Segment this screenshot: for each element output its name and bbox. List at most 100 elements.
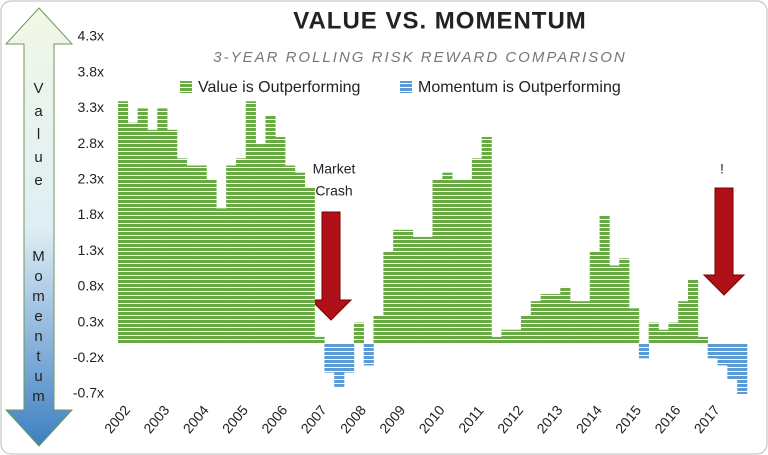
bar bbox=[167, 129, 178, 345]
bar bbox=[471, 158, 482, 345]
bar bbox=[530, 301, 541, 345]
bar bbox=[235, 158, 247, 345]
x-tick-label: 2008 bbox=[337, 402, 369, 436]
bar bbox=[294, 172, 306, 345]
bar bbox=[127, 122, 138, 345]
x-tick-label: 2011 bbox=[455, 402, 487, 436]
side-arrow bbox=[4, 7, 74, 447]
bar bbox=[442, 172, 453, 345]
bar bbox=[678, 301, 689, 345]
y-tick-label: 2.3x bbox=[78, 171, 104, 187]
x-tick-label: 2016 bbox=[651, 402, 683, 436]
bar bbox=[589, 251, 600, 345]
y-tick-label: 1.8x bbox=[78, 206, 104, 222]
bar bbox=[609, 265, 620, 345]
y-tick-label: 3.3x bbox=[78, 99, 104, 115]
bar bbox=[688, 279, 699, 345]
bar bbox=[540, 294, 551, 345]
bar bbox=[727, 344, 738, 380]
bar bbox=[550, 294, 561, 345]
bar bbox=[324, 344, 335, 373]
bar bbox=[226, 165, 237, 345]
bar bbox=[118, 101, 129, 345]
bar bbox=[157, 108, 168, 345]
bar bbox=[403, 229, 414, 345]
legend-label: Momentum is Outperforming bbox=[418, 79, 621, 96]
bar bbox=[658, 329, 669, 345]
bar bbox=[491, 336, 502, 345]
bar bbox=[579, 301, 591, 345]
bar bbox=[147, 129, 158, 345]
bar bbox=[314, 336, 325, 345]
bar bbox=[412, 236, 423, 345]
y-tick-label: 3.8x bbox=[78, 63, 104, 79]
bar bbox=[137, 108, 148, 345]
y-tick-label: -0.7x bbox=[73, 385, 104, 401]
bar bbox=[648, 322, 659, 345]
side-label: Value bbox=[30, 80, 47, 195]
x-tick-label: 2005 bbox=[219, 402, 251, 436]
x-tick-label: 2017 bbox=[691, 402, 723, 436]
chart-title: VALUE VS. MOMENTUM bbox=[293, 7, 587, 34]
bar bbox=[697, 336, 708, 345]
annotation: Crash bbox=[315, 183, 352, 199]
bar bbox=[176, 158, 188, 345]
bar bbox=[245, 101, 256, 345]
bar bbox=[511, 329, 522, 345]
x-tick-label: 2010 bbox=[415, 402, 447, 436]
bar bbox=[461, 179, 473, 345]
legend-label: Value is Outperforming bbox=[198, 79, 360, 96]
x-tick-label: 2007 bbox=[297, 402, 329, 436]
bar bbox=[186, 165, 197, 345]
legend-swatch bbox=[400, 81, 412, 93]
bar bbox=[520, 315, 532, 345]
x-tick-label: 2013 bbox=[533, 402, 565, 436]
bar bbox=[255, 144, 266, 345]
y-tick-label: 4.3x bbox=[78, 28, 104, 44]
y-tick-label: 0.8x bbox=[78, 278, 104, 294]
y-tick-label: 2.8x bbox=[78, 135, 104, 151]
bar bbox=[619, 258, 630, 345]
bar bbox=[393, 229, 404, 345]
y-tick-label: 0.3x bbox=[78, 313, 104, 329]
bar bbox=[196, 165, 207, 345]
bar bbox=[737, 344, 748, 394]
bar bbox=[383, 251, 394, 345]
bar bbox=[717, 344, 728, 366]
bar bbox=[560, 286, 571, 345]
x-tick-label: 2014 bbox=[573, 402, 605, 436]
bar bbox=[481, 136, 492, 345]
y-tick-label: -0.2x bbox=[73, 349, 104, 365]
bar bbox=[285, 165, 296, 345]
x-tick-label: 2009 bbox=[376, 402, 408, 436]
bar bbox=[265, 115, 276, 345]
y-tick-label: 1.3x bbox=[78, 242, 104, 258]
x-tick-label: 2003 bbox=[140, 402, 172, 436]
bar bbox=[422, 236, 433, 345]
bar bbox=[206, 179, 217, 345]
crash-arrow bbox=[309, 211, 353, 321]
bar bbox=[275, 136, 286, 345]
bar bbox=[707, 344, 718, 359]
bar bbox=[638, 344, 650, 359]
x-tick-label: 2002 bbox=[101, 402, 133, 436]
chart-subtitle: 3-YEAR ROLLING RISK REWARD COMPARISON bbox=[213, 49, 627, 66]
side-label: Momentum bbox=[30, 248, 47, 408]
x-tick-label: 2015 bbox=[612, 402, 644, 436]
x-tick-label: 2004 bbox=[179, 402, 211, 436]
annotation: ! bbox=[720, 161, 724, 177]
bar bbox=[344, 344, 355, 373]
bar bbox=[334, 344, 345, 387]
annotation: Market bbox=[313, 161, 356, 177]
bar bbox=[304, 186, 315, 345]
legend-swatch bbox=[180, 81, 192, 93]
x-tick-label: 2006 bbox=[258, 402, 290, 436]
bar bbox=[216, 208, 227, 345]
bar bbox=[353, 322, 365, 345]
bar bbox=[570, 301, 581, 345]
warning-arrow bbox=[702, 187, 746, 296]
bar bbox=[668, 322, 679, 345]
